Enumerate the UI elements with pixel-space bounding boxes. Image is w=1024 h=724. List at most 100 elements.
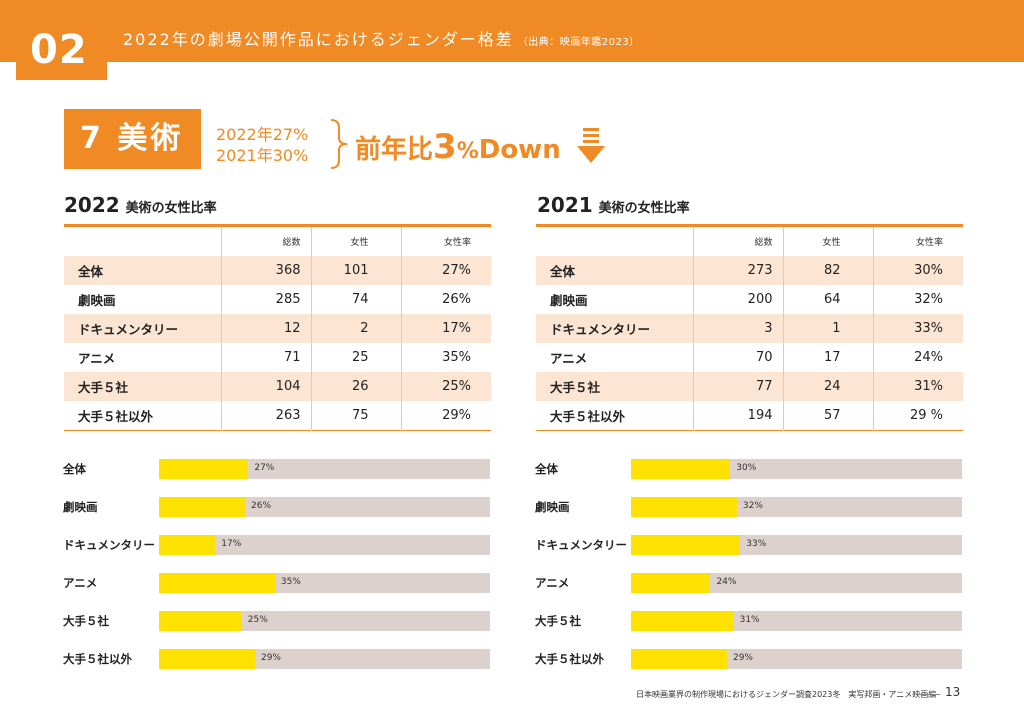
bar-category-label: 劇映画	[63, 500, 98, 514]
female-rate-cell: 35%	[400, 343, 491, 373]
section-number: 02	[30, 27, 88, 73]
female-cell: 2	[310, 313, 401, 344]
row-label: アニメ	[550, 351, 588, 367]
bar-category-label: 大手５社	[535, 614, 581, 628]
female-cell: 64	[782, 284, 873, 314]
bar-row: 劇映画 26%	[63, 497, 490, 517]
bar-value-label: 32%	[742, 501, 763, 511]
female-rate-cell: 29 %	[872, 401, 963, 431]
column-header: 総数	[220, 225, 311, 256]
female-rate-cell: 32%	[872, 284, 963, 314]
table-row: アニメ 70 17 24%	[536, 343, 963, 373]
bar	[159, 497, 246, 517]
bar-value-label: 33%	[746, 539, 767, 549]
bar-value-label: 29%	[732, 653, 753, 663]
bar-track: 17%	[159, 535, 490, 555]
bar-category-label: ドキュメンタリー	[63, 538, 155, 552]
bar	[631, 497, 737, 517]
table-header-row: 総数 女性 女性率	[536, 225, 963, 256]
column-header: 女性率	[872, 225, 963, 256]
bar-value-label: 25%	[247, 615, 268, 625]
bar-row: 大手５社以外 29%	[63, 649, 490, 669]
total-cell: 70	[692, 343, 783, 373]
row-label: ドキュメンタリー	[64, 313, 221, 344]
female-cell: 17	[782, 343, 873, 373]
column-header: 総数	[692, 225, 783, 256]
bar-category-label: アニメ	[535, 576, 570, 590]
table-row: 大手５社以外 194 57 29 %	[536, 401, 963, 431]
header-band	[0, 0, 1024, 62]
bar-category-label: 大手５社以外	[63, 652, 132, 666]
female-rate-cell: 29%	[400, 401, 491, 431]
bar	[631, 535, 741, 555]
bar-row: 大手５社 25%	[63, 611, 490, 631]
bar-category-label: 劇映画	[535, 500, 570, 514]
comparison-unit: %	[456, 139, 479, 164]
table-row: 全体 273 82 30%	[536, 255, 963, 285]
female-cell: 26	[310, 372, 401, 402]
page-title-text: 2022年の劇場公開作品におけるジェンダー格差	[123, 30, 514, 49]
table-row: ドキュメンタリー 12 2 17%	[64, 313, 491, 344]
bar-row: アニメ 24%	[535, 573, 962, 593]
table-row: 大手５社以外 263 75 29%	[64, 401, 491, 431]
female-rate-cell: 30%	[872, 255, 963, 285]
bar-category-label: アニメ	[63, 576, 98, 590]
row-label: 大手５社以外	[78, 409, 154, 425]
bar-row: ドキュメンタリー 17%	[63, 535, 490, 555]
bar-track: 32%	[631, 497, 962, 517]
table-subtitle: 美術の女性比率	[598, 201, 690, 216]
year-comparison: 前年比3%Down	[355, 129, 561, 170]
table-row: 劇映画 200 64 32%	[536, 284, 963, 314]
column-header	[536, 226, 693, 256]
row-label: 大手５社	[536, 372, 693, 402]
bar-track: 31%	[631, 611, 962, 631]
female-rate-cell: 26%	[400, 284, 491, 314]
female-rate-cell: 33%	[872, 313, 963, 344]
table-row: 劇映画 285 74 26%	[64, 284, 491, 314]
bar-track: 30%	[631, 459, 962, 479]
table-year: 2022	[64, 193, 120, 217]
bar-category-label: 大手５社	[63, 614, 109, 628]
rate-summary: 2022年27% 2021年30%	[216, 124, 308, 166]
bar	[631, 649, 727, 669]
bar-category-label: ドキュメンタリー	[535, 538, 627, 552]
bar-value-label: 17%	[221, 539, 242, 549]
bar	[631, 573, 711, 593]
row-label: 全体	[536, 255, 693, 285]
female-cell: 57	[782, 401, 873, 431]
female-cell: 1	[782, 313, 873, 344]
bar-track: 24%	[631, 573, 962, 593]
bar-row: 大手５社以外 29%	[535, 649, 962, 669]
bar	[159, 535, 216, 555]
page-title: 2022年の劇場公開作品におけるジェンダー格差 （出典：映画年鑑2023）	[123, 30, 640, 53]
comparison-number: 3	[433, 127, 457, 167]
bar-row: ドキュメンタリー 33%	[535, 535, 962, 555]
bar-row: 大手５社 31%	[535, 611, 962, 631]
row-label: 全体	[64, 255, 221, 285]
total-cell: 273	[692, 255, 783, 285]
column-header: 女性率	[400, 225, 491, 256]
row-label: ドキュメンタリー	[536, 313, 693, 344]
female-rate-cell: 27%	[400, 255, 491, 285]
bar-value-label: 24%	[716, 577, 737, 587]
female-cell: 82	[782, 255, 873, 285]
bar	[631, 459, 731, 479]
female-cell: 24	[782, 372, 873, 402]
female-rate-cell: 17%	[400, 313, 491, 344]
table-title-2021: 2021 美術の女性比率	[537, 195, 690, 219]
bar	[159, 573, 275, 593]
total-cell: 368	[220, 255, 311, 285]
total-cell: 77	[692, 372, 783, 402]
down-arrow-icon	[577, 128, 605, 163]
bar-track: 27%	[159, 459, 490, 479]
bar-track: 26%	[159, 497, 490, 517]
total-cell: 194	[692, 401, 783, 431]
bar-category-label: 全体	[535, 462, 558, 476]
bar-value-label: 31%	[739, 615, 760, 625]
data-table-2022: 総数 女性 女性率 全体 368 101 27% 劇映画 285 74 26% …	[64, 224, 491, 432]
row-label: 劇映画	[78, 292, 116, 308]
female-rate-cell: 25%	[400, 372, 491, 402]
female-cell: 75	[310, 401, 401, 431]
brace-icon	[330, 119, 348, 169]
rate-2022: 2022年27%	[216, 125, 309, 144]
